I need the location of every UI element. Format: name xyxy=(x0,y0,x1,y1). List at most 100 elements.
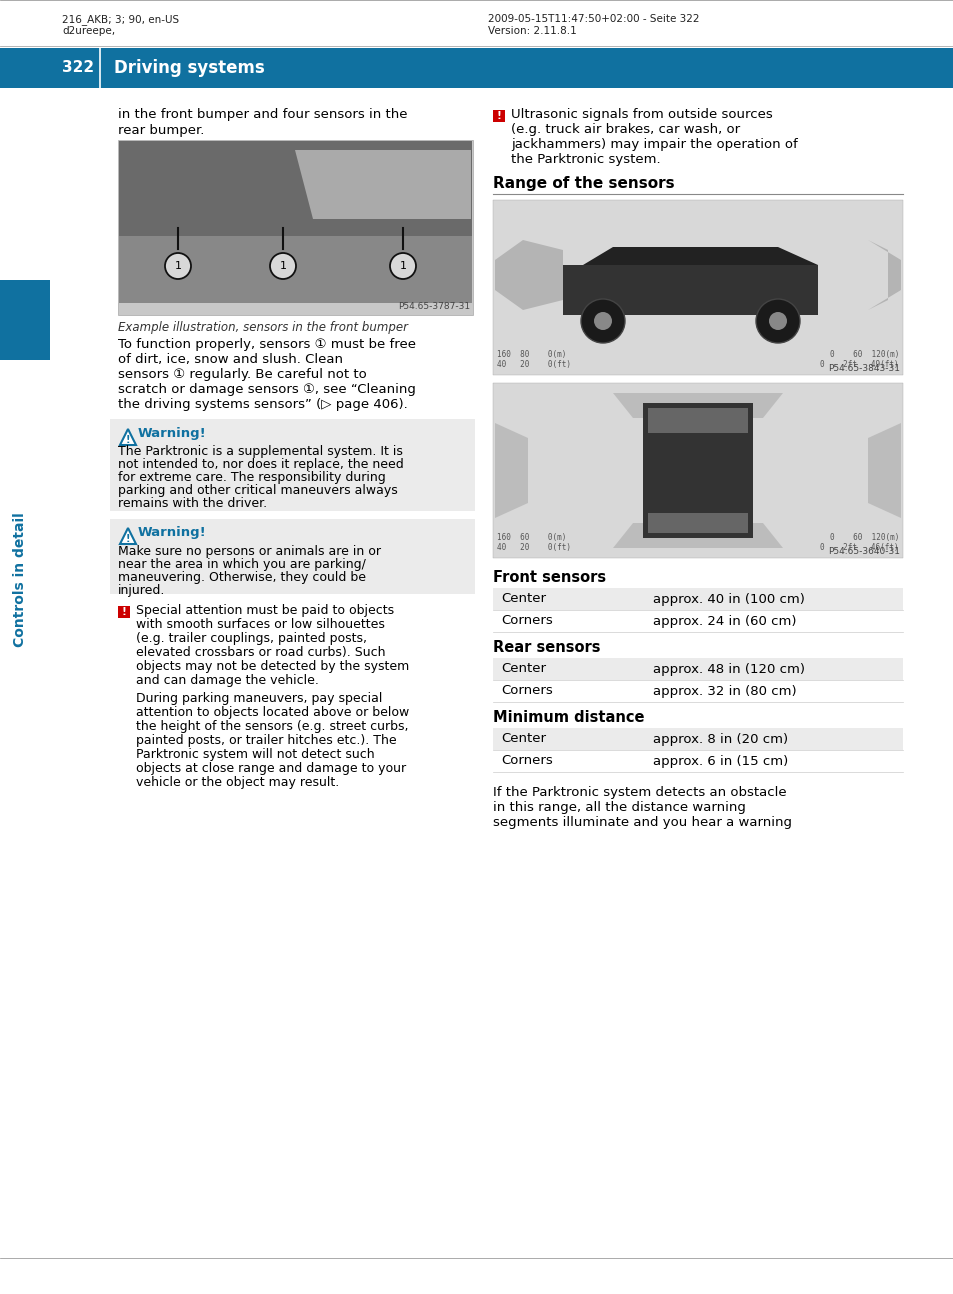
Text: Ultrasonic signals from outside sources: Ultrasonic signals from outside sources xyxy=(511,107,772,122)
Bar xyxy=(110,519,475,594)
Text: Center: Center xyxy=(500,593,545,606)
Text: Center: Center xyxy=(500,732,545,745)
Text: The Parktronic is a supplemental system. It is: The Parktronic is a supplemental system.… xyxy=(118,445,402,458)
Text: in the front bumper and four sensors in the: in the front bumper and four sensors in … xyxy=(118,107,407,122)
Text: and can damage the vehicle.: and can damage the vehicle. xyxy=(136,674,318,687)
Circle shape xyxy=(390,254,416,280)
Text: injured.: injured. xyxy=(118,584,165,597)
Bar xyxy=(118,140,473,314)
Text: !: ! xyxy=(126,435,131,445)
Text: Center: Center xyxy=(500,663,545,675)
Text: the driving systems sensors” (▷ page 406).: the driving systems sensors” (▷ page 406… xyxy=(118,399,407,411)
Circle shape xyxy=(768,312,786,330)
Bar xyxy=(493,659,902,681)
Text: Corners: Corners xyxy=(500,754,552,767)
Text: 1: 1 xyxy=(174,261,181,270)
Text: approx. 6 in (15 cm): approx. 6 in (15 cm) xyxy=(652,754,787,767)
Bar xyxy=(118,606,130,619)
Bar xyxy=(119,141,472,237)
Polygon shape xyxy=(613,523,782,547)
Polygon shape xyxy=(295,150,471,219)
Text: Example illustration, sensors in the front bumper: Example illustration, sensors in the fro… xyxy=(118,321,408,334)
Text: P54.65-3843-31: P54.65-3843-31 xyxy=(827,364,899,373)
Text: Special attention must be paid to objects: Special attention must be paid to object… xyxy=(136,604,394,617)
Text: 160  60    0(m)
40   20    0(ft): 160 60 0(m) 40 20 0(ft) xyxy=(497,533,571,553)
Text: (e.g. trailer couplings, painted posts,: (e.g. trailer couplings, painted posts, xyxy=(136,631,367,644)
Text: During parking maneuvers, pay special: During parking maneuvers, pay special xyxy=(136,692,382,705)
Text: approx. 8 in (20 cm): approx. 8 in (20 cm) xyxy=(652,732,787,745)
Polygon shape xyxy=(495,239,562,311)
Text: !: ! xyxy=(497,111,501,122)
Text: 1: 1 xyxy=(279,261,286,270)
Circle shape xyxy=(580,299,624,343)
Text: elevated crossbars or road curbs). Such: elevated crossbars or road curbs). Such xyxy=(136,646,385,659)
Polygon shape xyxy=(495,423,527,518)
Bar xyxy=(0,48,953,88)
Text: (e.g. truck air brakes, car wash, or: (e.g. truck air brakes, car wash, or xyxy=(511,123,740,136)
Text: with smooth surfaces or low silhouettes: with smooth surfaces or low silhouettes xyxy=(136,619,384,631)
Text: If the Parktronic system detects an obstacle: If the Parktronic system detects an obst… xyxy=(493,785,786,798)
Polygon shape xyxy=(613,393,782,418)
Text: approx. 24 in (60 cm): approx. 24 in (60 cm) xyxy=(652,615,796,628)
Text: !: ! xyxy=(126,534,131,543)
Text: approx. 40 in (100 cm): approx. 40 in (100 cm) xyxy=(652,593,804,606)
Text: P54.65-3787-31: P54.65-3787-31 xyxy=(397,302,470,311)
Circle shape xyxy=(270,254,295,280)
Text: jackhammers) may impair the operation of: jackhammers) may impair the operation of xyxy=(511,138,797,151)
Text: 322: 322 xyxy=(62,61,94,75)
Text: 1: 1 xyxy=(399,261,406,270)
Text: 2009-05-15T11:47:50+02:00 - Seite 322: 2009-05-15T11:47:50+02:00 - Seite 322 xyxy=(488,14,699,25)
Text: rear bumper.: rear bumper. xyxy=(118,124,204,137)
Text: Version: 2.11.8.1: Version: 2.11.8.1 xyxy=(488,26,577,36)
Text: 0    60  120(m)
0    2ft   46(ft): 0 60 120(m) 0 2ft 46(ft) xyxy=(820,533,898,553)
Text: Warning!: Warning! xyxy=(138,525,207,540)
Bar xyxy=(493,587,902,609)
Text: !: ! xyxy=(121,607,127,617)
Polygon shape xyxy=(867,423,900,518)
Text: Corners: Corners xyxy=(500,615,552,628)
Circle shape xyxy=(165,254,191,280)
Text: remains with the driver.: remains with the driver. xyxy=(118,497,267,510)
Text: Rear sensors: Rear sensors xyxy=(493,641,599,655)
Text: Controls in detail: Controls in detail xyxy=(13,512,27,647)
Text: Driving systems: Driving systems xyxy=(113,60,265,78)
Polygon shape xyxy=(120,528,136,543)
Text: not intended to, nor does it replace, the need: not intended to, nor does it replace, th… xyxy=(118,458,403,471)
Text: P54.65-3640-31: P54.65-3640-31 xyxy=(827,547,899,556)
Text: sensors ① regularly. Be careful not to: sensors ① regularly. Be careful not to xyxy=(118,367,366,380)
Bar xyxy=(110,419,475,511)
Text: vehicle or the object may result.: vehicle or the object may result. xyxy=(136,776,339,789)
Bar xyxy=(562,265,817,314)
Text: in this range, all the distance warning: in this range, all the distance warning xyxy=(493,801,745,814)
Text: segments illuminate and you hear a warning: segments illuminate and you hear a warni… xyxy=(493,817,791,829)
Text: To function properly, sensors ① must be free: To function properly, sensors ① must be … xyxy=(118,338,416,351)
Bar xyxy=(647,512,747,533)
Text: objects may not be detected by the system: objects may not be detected by the syste… xyxy=(136,660,409,673)
Text: near the area in which you are parking/: near the area in which you are parking/ xyxy=(118,558,366,571)
Polygon shape xyxy=(867,239,900,311)
Text: Front sensors: Front sensors xyxy=(493,569,605,585)
Text: painted posts, or trailer hitches etc.). The: painted posts, or trailer hitches etc.).… xyxy=(136,734,396,747)
Text: approx. 48 in (120 cm): approx. 48 in (120 cm) xyxy=(652,663,804,675)
Bar xyxy=(0,280,50,360)
Text: Make sure no persons or animals are in or: Make sure no persons or animals are in o… xyxy=(118,545,380,558)
Polygon shape xyxy=(120,430,136,445)
Circle shape xyxy=(594,312,612,330)
Text: Range of the sensors: Range of the sensors xyxy=(493,176,674,192)
Bar xyxy=(493,110,504,122)
Text: scratch or damage sensors ①, see “Cleaning: scratch or damage sensors ①, see “Cleani… xyxy=(118,383,416,396)
Polygon shape xyxy=(582,247,817,265)
Text: Corners: Corners xyxy=(500,685,552,697)
Text: Warning!: Warning! xyxy=(138,427,207,440)
Bar xyxy=(493,729,902,751)
Bar xyxy=(119,237,472,303)
Text: d2ureepe,: d2ureepe, xyxy=(62,26,115,36)
Text: the Parktronic system.: the Parktronic system. xyxy=(511,153,659,166)
Text: the height of the sensors (e.g. street curbs,: the height of the sensors (e.g. street c… xyxy=(136,719,408,732)
Text: for extreme care. The responsibility during: for extreme care. The responsibility dur… xyxy=(118,471,385,484)
Text: objects at close range and damage to your: objects at close range and damage to you… xyxy=(136,762,406,775)
Text: Parktronic system will not detect such: Parktronic system will not detect such xyxy=(136,748,375,761)
Circle shape xyxy=(755,299,800,343)
Text: 160  80    0(m)
40   20    0(ft): 160 80 0(m) 40 20 0(ft) xyxy=(497,349,571,369)
Text: attention to objects located above or below: attention to objects located above or be… xyxy=(136,707,409,719)
